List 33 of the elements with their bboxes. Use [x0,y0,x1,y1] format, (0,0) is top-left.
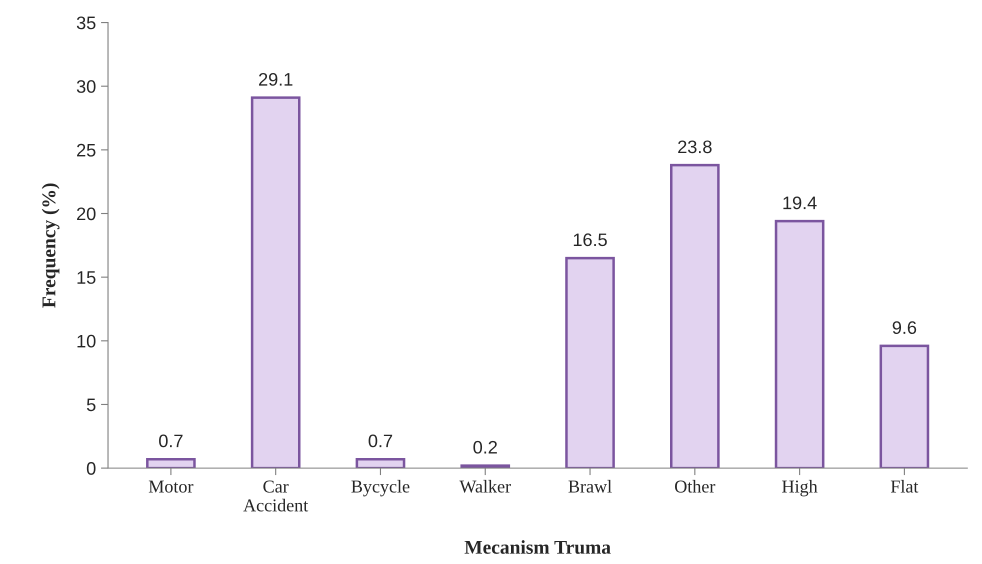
x-tick-label: Car Accident [243,480,308,512]
data-label: 0.7 [159,434,183,448]
y-tick-label: 10 [78,334,96,348]
y-tick-label: 0 [86,462,96,475]
x-tick-label: Flat [890,480,918,493]
data-label: 0.2 [473,440,497,454]
x-axis-title: Mecanism Truma [464,540,611,554]
data-label: 0.7 [368,434,392,448]
data-label: 9.6 [892,321,916,334]
bar [670,164,720,468]
data-label: 23.8 [678,140,712,154]
x-tick-label: High [782,480,818,496]
data-label: 29.1 [259,72,292,86]
x-tick-label: Motor [148,480,194,493]
x-tick-label: Walker [459,480,511,493]
x-tick-label: Bycycle [351,480,410,496]
y-tick-label: 15 [78,271,96,284]
data-label: 16.5 [574,233,607,246]
bar [356,458,406,468]
y-axis-title: Frequency (%) [42,183,60,308]
data-label: 19.4 [783,196,817,210]
bar [565,256,615,468]
bar [146,458,196,468]
y-tick-label: 35 [76,16,96,30]
bar [250,96,301,468]
y-tick-label: 30 [76,80,96,93]
x-tick-label: Brawl [568,480,612,493]
x-tick-label: Other [675,480,716,493]
bar [880,344,930,468]
y-tick-label: 20 [77,207,96,220]
y-tick-label: 5 [86,398,96,412]
y-tick-label: 25 [77,144,96,157]
bar [774,220,824,468]
